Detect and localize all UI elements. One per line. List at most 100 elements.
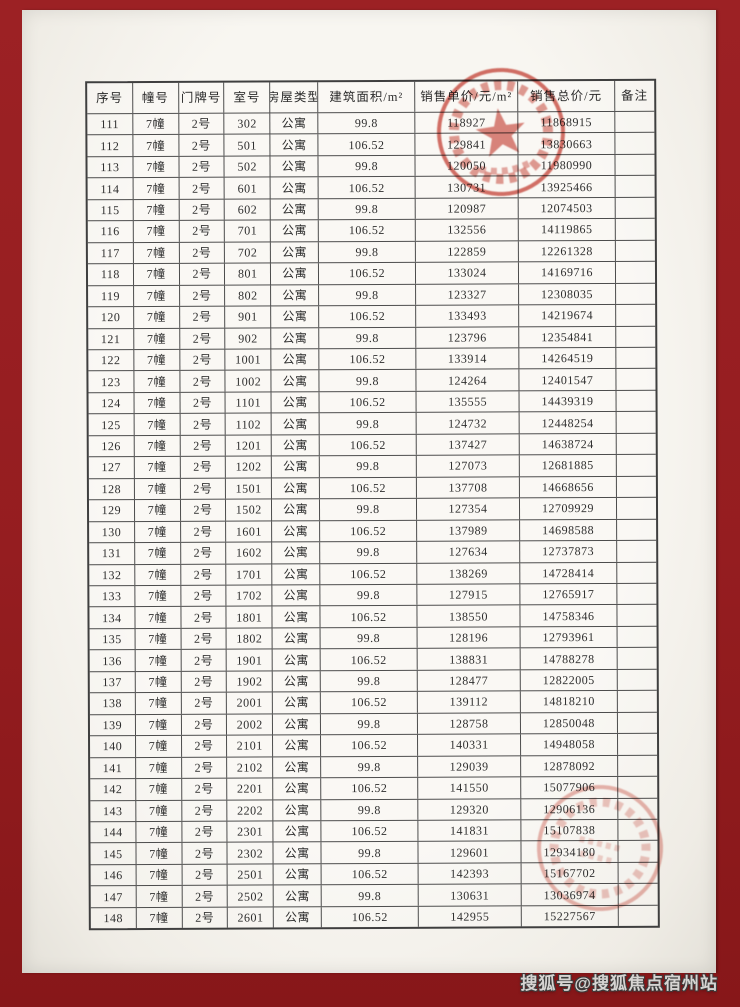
- cell: 公寓: [270, 392, 319, 413]
- cell: 12737873: [519, 541, 617, 562]
- cell: 7幢: [133, 457, 180, 478]
- cell: 7幢: [133, 414, 180, 435]
- cell: 2号: [180, 800, 227, 821]
- cell: [614, 304, 656, 326]
- cell: 14638724: [518, 433, 616, 455]
- cell: 公寓: [270, 349, 319, 370]
- cell: 124264: [415, 369, 519, 391]
- cell: 7幢: [135, 821, 182, 843]
- cell: 602: [224, 199, 270, 220]
- cell: 7幢: [132, 199, 179, 221]
- table-row: 132 7幢 2号 1701 公寓 106.52 138269 14728414: [89, 561, 657, 586]
- cell: 99.8: [318, 284, 416, 306]
- cell: 2号: [178, 285, 225, 306]
- header-cell: 序号: [96, 90, 124, 105]
- cell: 2502: [227, 885, 273, 907]
- cell: 2号: [180, 628, 226, 650]
- table-row: 135 7幢 2号 1802 公寓 99.8 128196 12793961: [89, 625, 657, 650]
- table-row: 129 7幢 2号 1502 公寓 99.8 127354 12709929: [88, 496, 657, 521]
- cell: 601: [223, 177, 270, 199]
- cell: [614, 154, 655, 176]
- cell: 14818210: [519, 691, 617, 713]
- cell: 2002: [226, 714, 273, 735]
- cell: 137989: [416, 519, 520, 541]
- cell: 12354841: [518, 326, 616, 348]
- cell: 14219674: [518, 305, 616, 326]
- cell: 2号: [180, 735, 227, 757]
- cell: 147: [103, 889, 123, 904]
- cell: 139: [102, 718, 123, 733]
- cell: 13036974: [520, 884, 618, 906]
- cell: 1901: [225, 649, 272, 671]
- cell: 111: [100, 117, 120, 132]
- cell: 141550: [417, 777, 521, 799]
- cell: 130731: [414, 176, 518, 198]
- cell: 公寓: [272, 713, 321, 735]
- cell: 2号: [180, 649, 227, 671]
- cell: 99.8: [320, 799, 418, 821]
- price-table: 序号 幢号 门牌号 室号 房屋类型 建筑面积/m² 销售单价/元/m² 销售总价/元 备注 111…: [85, 78, 660, 931]
- table-row: 115 7幢 2号 602 公寓 99.8 120987 12074503: [87, 196, 655, 221]
- cell: 2001: [226, 692, 273, 714]
- cell: 106.52: [320, 863, 418, 885]
- cell: 7幢: [132, 135, 179, 156]
- cell: 公寓: [270, 263, 319, 285]
- cell: 公寓: [272, 778, 321, 799]
- cell: 106.52: [319, 606, 417, 628]
- cell: 公寓: [272, 735, 321, 757]
- cell: 2号: [179, 456, 226, 478]
- cell: 1702: [225, 585, 272, 607]
- cell: 118927: [414, 112, 518, 134]
- cell: 142: [102, 782, 123, 797]
- cell: 12709929: [519, 498, 616, 519]
- cell: 7幢: [133, 499, 180, 521]
- cell: 1801: [225, 606, 272, 628]
- cell: 112: [100, 138, 120, 153]
- cell: 公寓: [270, 284, 319, 306]
- cell: 129039: [417, 755, 521, 777]
- cell: 99.8: [317, 112, 415, 134]
- cell: 2号: [181, 885, 228, 907]
- cell: 99.8: [320, 885, 418, 906]
- cell: 99.8: [319, 584, 417, 606]
- cell: 121: [100, 331, 121, 346]
- cell: 142393: [417, 863, 521, 885]
- cell: 7幢: [134, 693, 181, 714]
- cell: 129601: [417, 841, 521, 863]
- cell: 公寓: [269, 241, 319, 263]
- cell: 12850048: [519, 712, 617, 734]
- cell: 12793961: [519, 626, 617, 648]
- cell: 7幢: [135, 864, 182, 886]
- cell: 123796: [415, 326, 519, 348]
- cell: 99.8: [318, 456, 416, 477]
- table-row: 113 7幢 2号 502 公寓 99.8 120050 11980990: [87, 153, 655, 178]
- cell: 137: [102, 675, 122, 690]
- cell: 公寓: [271, 542, 320, 563]
- table-row: 118 7幢 2号 801 公寓 106.52 133024 14169716: [87, 260, 656, 285]
- table-row: 146 7幢 2号 2501 公寓 106.52 142393 15167702: [90, 861, 658, 886]
- cell: 137427: [415, 434, 519, 456]
- cell: 公寓: [271, 499, 320, 521]
- cell: 1202: [225, 456, 272, 478]
- cell: 公寓: [270, 306, 319, 327]
- cell: 130631: [417, 884, 521, 906]
- cell: 144: [103, 825, 123, 840]
- cell: 701: [224, 220, 270, 242]
- cell: 2号: [177, 135, 224, 156]
- cell: 公寓: [270, 456, 320, 478]
- cell: 2号: [178, 306, 225, 328]
- cell: 123327: [415, 283, 519, 305]
- cell: 公寓: [271, 628, 320, 649]
- table-row: 124 7幢 2号 1101 公寓 106.52 135555 14439319: [88, 389, 656, 414]
- cell: 公寓: [272, 799, 321, 821]
- cell: 127634: [416, 541, 520, 563]
- cell: 2号: [179, 585, 226, 607]
- cell: 公寓: [271, 563, 320, 585]
- cell: 12261328: [517, 240, 615, 262]
- cell: 15107838: [520, 819, 618, 841]
- cell: 138831: [416, 648, 520, 670]
- cell: 2号: [179, 435, 226, 457]
- cell: 120: [100, 310, 121, 325]
- cell: 133914: [415, 348, 519, 370]
- table-row: 114 7幢 2号 601 公寓 106.52 130731 13925466: [87, 175, 655, 200]
